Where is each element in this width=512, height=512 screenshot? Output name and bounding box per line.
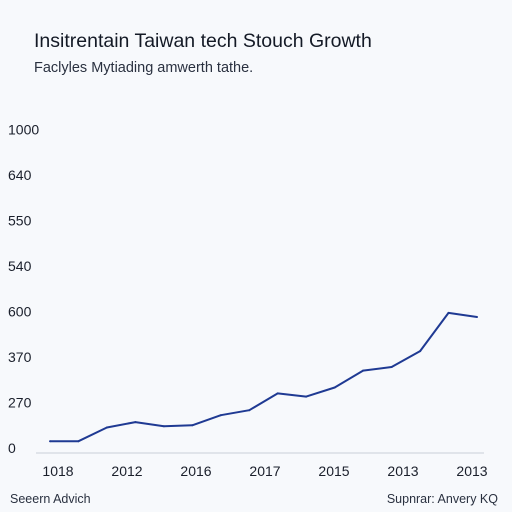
- y-tick-label: 550: [8, 213, 32, 229]
- y-tick-label: 600: [8, 304, 32, 320]
- data-point: [219, 414, 222, 417]
- data-point: [49, 440, 51, 443]
- x-tick-label: 1018: [42, 463, 73, 479]
- chart-subtitle: Faclyles Mytiading amwerth tathe.: [34, 60, 254, 76]
- x-axis-tick-labels: 1018 2012 2016 2017 2015 2013 2013: [42, 463, 487, 479]
- y-tick-label: 0: [8, 440, 16, 456]
- x-tick-label: 2012: [111, 463, 142, 479]
- data-point: [362, 369, 365, 372]
- data-point: [305, 395, 308, 398]
- series-line: [50, 311, 478, 443]
- data-point: [333, 386, 336, 389]
- credit-note: Supnrar: Anvery KQ: [386, 492, 498, 506]
- data-point: [447, 311, 450, 314]
- source-note: Seeern Advich: [10, 492, 91, 506]
- x-tick-label: 2013: [387, 463, 418, 479]
- y-tick-label: 270: [8, 395, 32, 411]
- data-point: [390, 366, 393, 368]
- y-tick-label: 1000: [8, 122, 39, 138]
- x-tick-label: 2016: [180, 463, 211, 479]
- x-tick-label: 2013: [456, 463, 487, 479]
- y-axis-tick-labels: 0 270 370 600 540 550 640 1000: [8, 122, 39, 457]
- data-point: [134, 421, 137, 424]
- data-point: [77, 440, 80, 443]
- y-tick-label: 640: [8, 167, 32, 183]
- chart-title: Insitrentain Taiwan tech Stouch Growth: [34, 30, 372, 52]
- data-point: [476, 316, 478, 318]
- data-point: [162, 425, 165, 428]
- data-point: [248, 409, 251, 412]
- data-point: [419, 350, 422, 353]
- x-tick-label: 2017: [249, 463, 280, 479]
- series-group: [49, 311, 478, 443]
- data-point: [191, 424, 194, 427]
- y-tick-label: 370: [8, 349, 32, 365]
- data-point: [105, 426, 108, 429]
- y-tick-label: 540: [8, 258, 32, 274]
- x-tick-label: 2015: [318, 463, 349, 479]
- data-point: [276, 392, 279, 395]
